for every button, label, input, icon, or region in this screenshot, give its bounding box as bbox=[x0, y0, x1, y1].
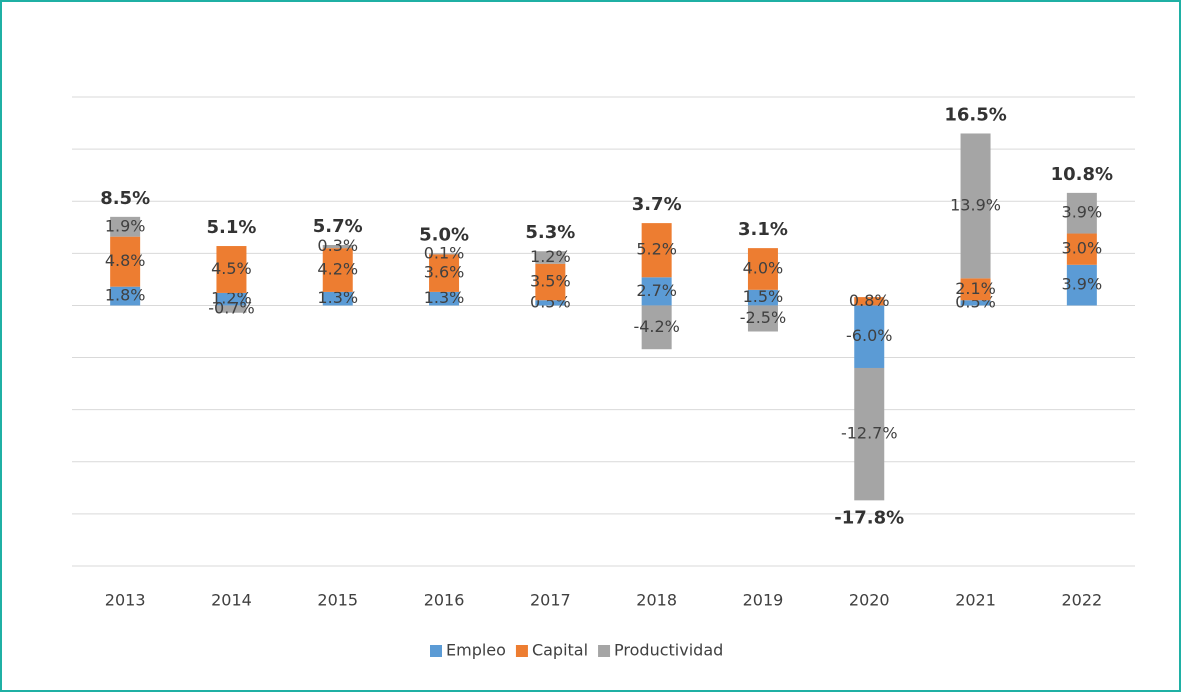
value-label: 1.9% bbox=[105, 216, 146, 235]
value-label: 2.7% bbox=[636, 281, 677, 300]
value-label: -12.7% bbox=[841, 424, 898, 443]
value-label: 4.5% bbox=[211, 259, 252, 278]
bar-segment bbox=[641, 223, 672, 278]
value-label: 1.2% bbox=[211, 289, 252, 308]
legend-swatch bbox=[598, 645, 611, 657]
bar-segment bbox=[110, 236, 141, 287]
value-label: 1.2% bbox=[530, 247, 571, 266]
x-tick-label: 2018 bbox=[636, 591, 677, 610]
value-label: 1.8% bbox=[105, 286, 146, 305]
legend-label: Empleo bbox=[446, 641, 506, 660]
x-tick-label: 2014 bbox=[211, 591, 252, 610]
total-label: 3.7% bbox=[632, 194, 682, 215]
value-label: 4.0% bbox=[743, 258, 784, 277]
value-label: 1.5% bbox=[743, 287, 784, 306]
value-label: 2.1% bbox=[955, 279, 996, 298]
legend-label: Capital bbox=[532, 641, 588, 660]
total-label: 5.3% bbox=[525, 222, 575, 243]
total-label: -17.8% bbox=[834, 507, 904, 528]
value-label: 0.3% bbox=[317, 236, 358, 255]
bar-segment bbox=[429, 291, 460, 306]
x-tick-label: 2022 bbox=[1061, 591, 1102, 610]
x-tick-label: 2015 bbox=[317, 591, 358, 610]
value-label: 4.2% bbox=[317, 260, 358, 279]
value-label: 3.9% bbox=[1062, 275, 1103, 294]
value-label: -0.7% bbox=[208, 299, 254, 318]
bar-segment bbox=[960, 278, 991, 301]
bar-segment bbox=[747, 305, 778, 332]
bar-segment bbox=[429, 253, 460, 255]
legend-swatch bbox=[430, 645, 442, 657]
legend-label: Productividad bbox=[614, 641, 723, 660]
value-label: 3.9% bbox=[1062, 203, 1103, 222]
bar-segment bbox=[216, 305, 247, 313]
x-tick-label: 2016 bbox=[424, 591, 465, 610]
x-tick-label: 2021 bbox=[955, 591, 996, 610]
bar-segment bbox=[216, 292, 247, 306]
bar-segment bbox=[747, 248, 778, 290]
bar-segment bbox=[110, 216, 141, 237]
bar-segment bbox=[110, 286, 141, 306]
bar-segment bbox=[960, 300, 991, 306]
value-label: 1.3% bbox=[424, 288, 465, 307]
bar-segment bbox=[747, 289, 778, 306]
total-label: 16.5% bbox=[944, 104, 1006, 125]
bar-segment bbox=[854, 297, 885, 306]
bar-segment bbox=[535, 263, 566, 301]
total-label: 5.7% bbox=[313, 216, 363, 237]
bar-segment bbox=[429, 254, 460, 292]
bar-segment bbox=[854, 367, 885, 501]
value-label: 3.0% bbox=[1062, 239, 1103, 258]
bar-segment bbox=[535, 251, 566, 264]
bar-segment bbox=[1066, 264, 1097, 306]
total-label: 8.5% bbox=[100, 188, 150, 209]
bar-segment bbox=[960, 133, 991, 279]
bar-segment bbox=[1066, 192, 1097, 234]
value-label: 4.8% bbox=[105, 251, 146, 270]
total-label: 5.0% bbox=[419, 224, 469, 245]
value-label: -2.5% bbox=[740, 308, 786, 327]
bar-segment bbox=[641, 277, 672, 306]
value-label: -4.2% bbox=[633, 317, 679, 336]
bar-segment bbox=[322, 248, 353, 292]
value-label: 3.6% bbox=[424, 263, 465, 282]
x-tick-label: 2013 bbox=[105, 591, 146, 610]
bar-segment bbox=[322, 291, 353, 306]
bar-segment bbox=[1066, 233, 1097, 265]
x-tick-label: 2019 bbox=[743, 591, 784, 610]
total-label: 5.1% bbox=[206, 217, 256, 238]
bar-segment bbox=[216, 246, 247, 293]
value-label: 3.5% bbox=[530, 271, 571, 290]
x-tick-label: 2020 bbox=[849, 591, 890, 610]
bar-segment bbox=[535, 300, 566, 306]
bar-segment bbox=[322, 244, 353, 249]
value-label: 1.3% bbox=[317, 288, 358, 307]
value-label: 0.1% bbox=[424, 243, 465, 262]
bar-segment bbox=[854, 305, 885, 368]
value-label: 0.8% bbox=[849, 291, 890, 310]
total-label: 10.8% bbox=[1051, 164, 1113, 185]
total-label: 3.1% bbox=[738, 219, 788, 240]
value-label: 13.9% bbox=[950, 195, 1001, 214]
x-tick-label: 2017 bbox=[530, 591, 571, 610]
value-label: 5.2% bbox=[636, 240, 677, 259]
bar-segment bbox=[641, 305, 672, 350]
legend-swatch bbox=[515, 645, 528, 657]
value-label: -6.0% bbox=[846, 326, 892, 345]
